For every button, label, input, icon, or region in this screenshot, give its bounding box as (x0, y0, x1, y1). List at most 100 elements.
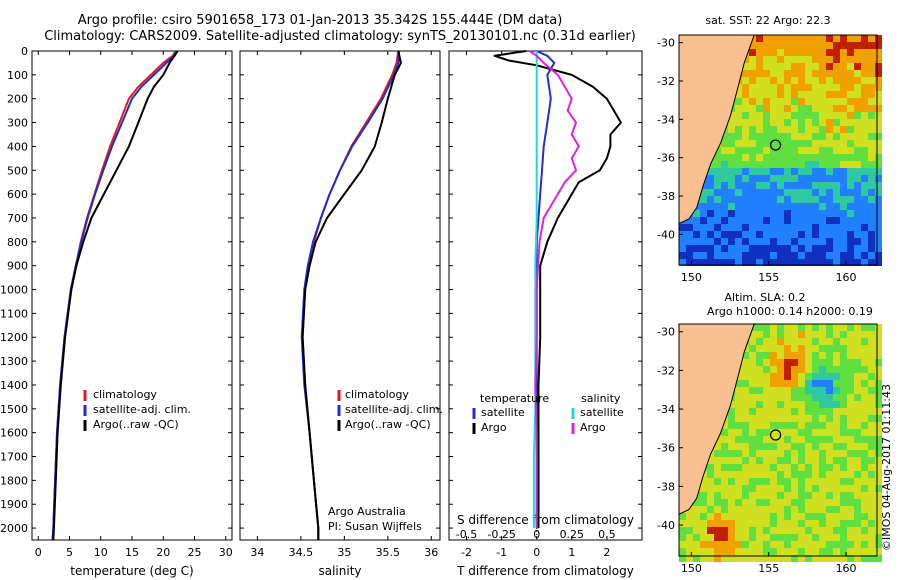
depth-tick-label: 400 (7, 140, 28, 153)
panel2-xlabel: salinity (318, 564, 361, 578)
map1-xtick-label: 160 (836, 271, 857, 284)
copyright-footer: ©IMOS 04-Aug-2017 01:11:43 (880, 384, 893, 551)
temp-legend-label: climatology (93, 388, 157, 401)
panel1-xtick-label: 20 (156, 546, 170, 559)
panel2-xtick-label: 34 (250, 546, 264, 559)
depth-tick-label: 500 (7, 164, 28, 177)
sal-line-argo---raw--qc- (301, 50, 402, 540)
temp-legend-label: satellite-adj. clim. (93, 403, 191, 416)
panel1-xlabel: temperature (deg C) (70, 564, 193, 578)
map1-ytick-label: -32 (657, 75, 675, 88)
diff-top-xtick-label: -0.5 (456, 528, 477, 541)
diff-top-xtick-label: 0.5 (598, 528, 616, 541)
map1-ytick-label: -30 (657, 37, 675, 50)
panel2-frame (239, 50, 441, 541)
depth-tick-label: 1900 (0, 498, 28, 511)
depth-tick-label: 1300 (0, 355, 28, 368)
map1-ytick-label: -34 (657, 113, 675, 126)
map1-argo-marker (769, 139, 782, 151)
map2-xtick-label: 155 (758, 562, 779, 575)
map2-title: Altim. SLA: 0.2 (724, 291, 805, 304)
panel2-xtick-label: 34.5 (289, 546, 314, 559)
panel3-xlabel: T difference from climatology (456, 564, 634, 578)
diff-legend-title-temperature: temperature (480, 392, 549, 405)
panel3-xtick-label: -1 (496, 546, 507, 559)
panel1-frame (31, 50, 233, 541)
figure-title-line1: Argo profile: csiro 5901658_173 01-Jan-2… (77, 13, 563, 28)
diff-legend-label: Argo (580, 421, 606, 434)
map2-ytick-label: -32 (657, 364, 675, 377)
diff-top-xtick-label: -0.25 (487, 528, 515, 541)
depth-tick-label: 800 (7, 236, 28, 249)
panel1-xtick-label: 25 (188, 546, 202, 559)
sal-annotation-line2: PI: Susan Wijffels (328, 520, 422, 533)
panel3-xtick-label: 1 (568, 546, 575, 559)
depth-tick-label: 1400 (0, 379, 28, 392)
panel3-xtick-label: 2 (603, 546, 610, 559)
panel1-xtick-label: 0 (35, 546, 42, 559)
diff-top-xlabel: S difference from climatology (457, 513, 634, 527)
panel1-xtick-label: 10 (94, 546, 108, 559)
panel2-xtick-label: 35 (337, 546, 351, 559)
sal-legend-label: climatology (345, 388, 409, 401)
diff-legend-label: satellite (481, 406, 525, 419)
depth-tick-label: 900 (7, 260, 28, 273)
map2-frame (678, 323, 878, 557)
map2-ytick-label: -30 (657, 326, 675, 339)
map1-frame (678, 34, 878, 266)
depth-tick-label: 1000 (0, 284, 28, 297)
panel3-frame (448, 50, 643, 541)
map1-ytick-label: -36 (657, 152, 675, 165)
depth-tick-label: 200 (7, 93, 28, 106)
depth-tick-label: 1200 (0, 331, 28, 344)
depth-tick-label: 2000 (0, 522, 28, 535)
depth-tick-label: 0 (21, 45, 28, 58)
map2-ytick-label: -38 (657, 480, 675, 493)
map1-ytick-label: -40 (657, 228, 675, 241)
diff-legend-label: satellite (580, 406, 624, 419)
depth-tick-label: 600 (7, 188, 28, 201)
panel2-xtick-label: 35.5 (376, 546, 401, 559)
sal-legend-label: Argo(..raw -QC) (345, 418, 431, 431)
depth-tick-label: 300 (7, 117, 28, 130)
panel1-xtick-label: 15 (125, 546, 139, 559)
sal-annotation-line1: Argo Australia (328, 505, 406, 518)
map2-subtitle: Argo h1000: 0.14 h2000: 0.19 (707, 305, 873, 318)
panel2-xtick-label: 36 (424, 546, 438, 559)
panel3-xtick-label: 0 (533, 546, 540, 559)
temp-line-argo---raw--qc- (52, 50, 179, 541)
temp-legend-label: Argo(..raw -QC) (93, 418, 179, 431)
map2-ytick-label: -36 (657, 442, 675, 455)
map1-title: sat. SST: 22 Argo: 22.3 (705, 14, 830, 27)
diff-line-temperature-argo (493, 50, 622, 529)
diff-legend-title-salinity: salinity (581, 392, 621, 405)
map2-ytick-label: -34 (657, 403, 675, 416)
depth-tick-label: 1700 (0, 451, 28, 464)
figure-title-line2: Climatology: CARS2009. Satellite-adjuste… (44, 29, 636, 44)
depth-tick-label: 1800 (0, 474, 28, 487)
map1-land (678, 34, 755, 225)
depth-tick-label: 1500 (0, 403, 28, 416)
map2-argo-marker (769, 429, 782, 441)
diff-line-salinity-argo (529, 50, 580, 529)
depth-tick-label: 1600 (0, 427, 28, 440)
depth-tick-label: 100 (7, 69, 28, 82)
map2-xtick-label: 160 (836, 562, 857, 575)
depth-tick-label: 1100 (0, 307, 28, 320)
map1-xtick-label: 155 (758, 271, 779, 284)
map1-xtick-label: 150 (681, 271, 702, 284)
map2-ytick-label: -40 (657, 519, 675, 532)
panel1-xtick-label: 30 (219, 546, 233, 559)
sal-legend-label: satellite-adj. clim. (345, 403, 443, 416)
panel3-xtick-label: -2 (461, 546, 472, 559)
diff-legend-label: Argo (481, 421, 507, 434)
depth-tick-label: 700 (7, 212, 28, 225)
diff-top-xtick-label: 0.25 (560, 528, 585, 541)
map1-ytick-label: -38 (657, 190, 675, 203)
map2-xtick-label: 150 (681, 562, 702, 575)
diff-line-salinity-satellite (532, 51, 538, 529)
map2-land (678, 323, 755, 515)
panel1-xtick-label: 5 (66, 546, 73, 559)
diff-line-temperature-satellite (535, 50, 556, 529)
